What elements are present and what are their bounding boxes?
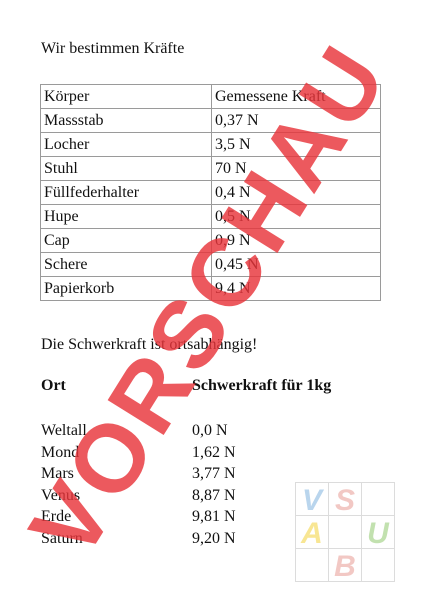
gravity-value: 1,62 N <box>192 443 236 461</box>
logo-letter-b: B <box>334 550 356 583</box>
table-row: Locher 3,5 N <box>40 132 381 157</box>
place-label: Venus <box>41 486 81 504</box>
body-cell: Cap <box>40 228 212 253</box>
place-label: Erde <box>41 508 72 525</box>
body-cell: Massstab <box>40 108 212 133</box>
force-cell: 9,4 N <box>211 276 381 301</box>
gravity-value: 8,87 N <box>192 486 236 504</box>
gravity-value: 9,81 N <box>192 508 236 525</box>
gravity-list: Weltall 0,0 N Mond 1,62 N Mars 3,77 N Ve… <box>41 420 236 549</box>
body-cell: Füllfederhalter <box>40 180 212 205</box>
list-item: Saturn 9,20 N <box>41 528 236 550</box>
gravity-value: 9,20 N <box>192 529 236 547</box>
table-header-row: Körper Gemessene Kraft <box>40 84 381 109</box>
list-item: Mars 3,77 N <box>41 463 236 485</box>
table-row: Papierkorb 9,4 N <box>40 276 381 301</box>
list-item: Venus 8,87 N <box>41 485 236 507</box>
list-item: Mond 1,62 N <box>41 442 236 464</box>
body-cell: Locher <box>40 132 212 157</box>
page-heading: Wir bestimmen Kräfte <box>41 40 185 57</box>
place-label: Mars <box>41 465 74 482</box>
gravity-value: 0,0 N <box>192 422 228 439</box>
body-cell: Papierkorb <box>40 276 212 301</box>
logo-letter-u: U <box>367 517 390 550</box>
gravity-header-force: Schwerkraft für 1kg <box>192 377 332 394</box>
logo-letter-v: V <box>302 484 325 517</box>
header-force: Gemessene Kraft <box>211 84 381 109</box>
header-body: Körper <box>40 84 212 109</box>
force-cell: 0,4 N <box>211 180 381 205</box>
place-label: Saturn <box>41 529 83 547</box>
site-logo: V S A U B <box>295 482 395 583</box>
force-table: Körper Gemessene Kraft Massstab 0,37 N L… <box>40 84 381 301</box>
table-row: Massstab 0,37 N <box>40 108 381 133</box>
list-item: Erde 9,81 N <box>41 506 236 528</box>
force-cell: 70 N <box>211 156 381 181</box>
force-cell: 0,45 N <box>211 252 381 277</box>
gravity-note: Die Schwerkraft ist ortsabhängig! <box>41 336 258 353</box>
table-row: Füllfederhalter 0,4 N <box>40 180 381 205</box>
table-row: Stuhl 70 N <box>40 156 381 181</box>
force-cell: 3,5 N <box>211 132 381 157</box>
table-row: Cap 0,9 N <box>40 228 381 253</box>
body-cell: Schere <box>40 252 212 277</box>
list-item: Weltall 0,0 N <box>41 420 236 442</box>
body-cell: Hupe <box>40 204 212 229</box>
force-cell: 0,5 N <box>211 204 381 229</box>
logo-letter-a: A <box>300 517 323 550</box>
body-cell: Stuhl <box>40 156 212 181</box>
place-label: Mond <box>41 443 80 461</box>
force-cell: 0,9 N <box>211 228 381 253</box>
table-row: Hupe 0,5 N <box>40 204 381 229</box>
gravity-value: 3,77 N <box>192 465 236 482</box>
place-label: Weltall <box>41 422 87 439</box>
gravity-header-place: Ort <box>41 377 66 394</box>
table-row: Schere 0,45 N <box>40 252 381 277</box>
logo-letter-s: S <box>335 484 355 517</box>
force-cell: 0,37 N <box>211 108 381 133</box>
